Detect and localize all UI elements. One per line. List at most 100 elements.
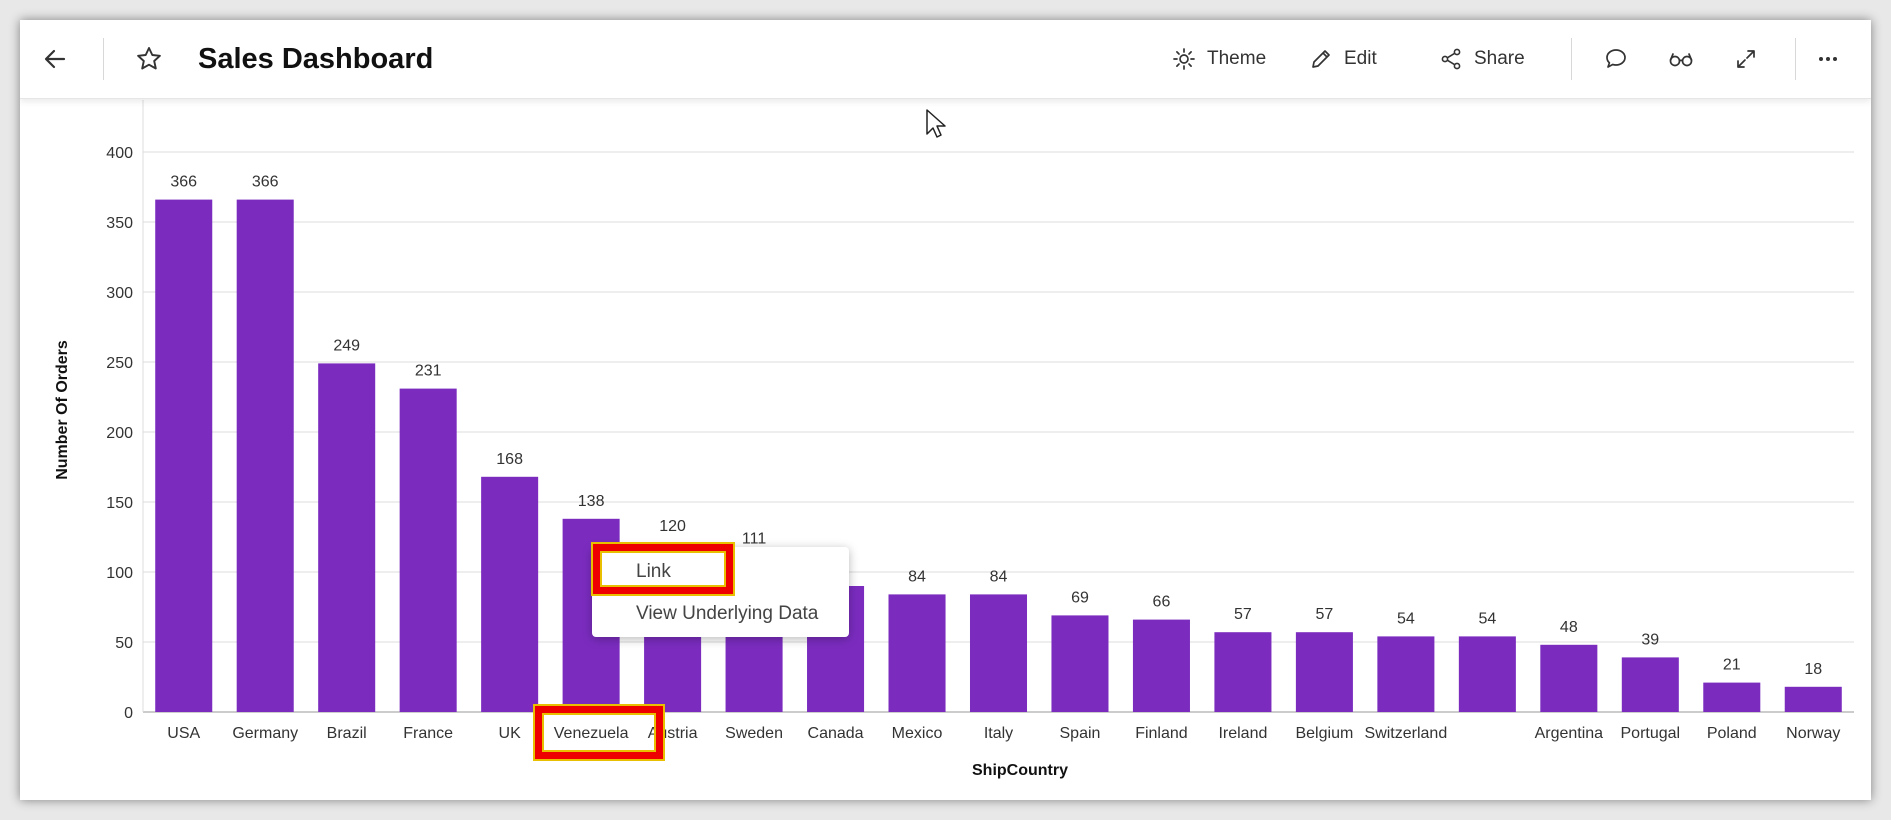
y-tick-label: 250	[106, 355, 133, 372]
y-tick-label: 50	[115, 635, 133, 652]
orders-by-country-chart: 0 50 100 150 200 250 300 350 400 366 USA 366 Germany…	[54, 100, 1854, 779]
x-tick-label: UK	[499, 725, 522, 742]
bar[interactable]	[1540, 644, 1598, 712]
x-tick-label: Brazil	[327, 725, 367, 742]
favorite-button[interactable]	[134, 20, 164, 98]
data-label: 69	[1071, 589, 1089, 606]
x-tick-label: Mexico	[892, 725, 943, 742]
edit-button[interactable]: Edit	[1306, 20, 1377, 98]
x-tick-label: France	[403, 725, 453, 742]
data-label: 84	[908, 568, 926, 585]
x-tick-label: Finland	[1135, 725, 1187, 742]
bar[interactable]	[155, 199, 213, 713]
more-options-button[interactable]	[1813, 20, 1843, 98]
back-arrow-icon	[40, 44, 70, 74]
x-tick-label: Austria	[648, 725, 698, 742]
x-tick-label: Poland	[1707, 725, 1757, 742]
x-tick-label: Germany	[232, 725, 298, 742]
bar[interactable]	[1377, 636, 1435, 712]
x-tick-label: Belgium	[1295, 725, 1353, 742]
y-tick-label: 150	[106, 495, 133, 512]
data-label: 249	[333, 337, 360, 354]
x-tick-label: Venezuela	[554, 725, 629, 742]
x-tick-label: Ireland	[1218, 725, 1267, 742]
page-title: Sales Dashboard	[198, 42, 434, 75]
data-label: 39	[1641, 631, 1659, 648]
bar[interactable]	[236, 199, 294, 713]
bar[interactable]	[318, 363, 376, 712]
mouse-pointer-icon	[925, 108, 947, 145]
share-button[interactable]: Share	[1436, 20, 1525, 98]
data-label: 111	[742, 531, 766, 548]
x-axis-title: ShipCountry	[972, 762, 1068, 779]
data-label: 366	[252, 174, 279, 191]
data-label: 21	[1723, 657, 1741, 674]
data-label: 366	[170, 174, 197, 191]
back-button[interactable]	[40, 20, 70, 98]
data-label: 18	[1804, 661, 1822, 678]
x-tick-label: Portugal	[1621, 725, 1681, 742]
theme-label: Theme	[1207, 48, 1267, 69]
x-tick-label: Sweden	[725, 725, 783, 742]
data-label: 231	[415, 363, 442, 380]
y-tick-label: 350	[106, 215, 133, 232]
bar[interactable]	[1051, 615, 1109, 712]
share-icon	[1436, 44, 1466, 74]
bar[interactable]	[1295, 632, 1353, 712]
toolbar-divider	[1795, 38, 1796, 80]
y-tick-label: 0	[124, 705, 133, 722]
bar[interactable]	[1214, 632, 1272, 712]
x-tick-label: Switzerland	[1365, 725, 1448, 742]
star-icon	[134, 44, 164, 74]
x-tick-label: Italy	[984, 725, 1013, 742]
bar[interactable]	[1621, 657, 1679, 712]
pencil-icon	[1306, 44, 1336, 74]
top-toolbar: Sales Dashboard Theme Edit Share	[20, 20, 1871, 99]
x-tick-label: Canada	[808, 725, 864, 742]
x-tick-label: USA	[167, 725, 200, 742]
comment-icon	[1601, 44, 1631, 74]
theme-button[interactable]: Theme	[1169, 20, 1266, 98]
share-label: Share	[1474, 48, 1525, 69]
bar[interactable]	[481, 476, 539, 712]
y-axis-title: Number Of Orders	[54, 340, 71, 480]
comments-button[interactable]	[1601, 20, 1631, 98]
context-menu-view-underlying-data[interactable]: View Underlying Data	[636, 603, 819, 624]
data-label: 57	[1316, 606, 1334, 623]
bar[interactable]	[888, 594, 946, 712]
fullscreen-button[interactable]	[1731, 20, 1761, 98]
view-mode-button[interactable]	[1666, 20, 1696, 98]
data-label: 48	[1560, 619, 1578, 636]
bar[interactable]	[969, 594, 1028, 712]
sun-icon	[1169, 44, 1199, 74]
more-icon	[1813, 44, 1843, 74]
data-label: 84	[990, 568, 1008, 585]
data-label: 168	[496, 451, 523, 468]
toolbar-divider	[1571, 38, 1572, 80]
glasses-icon	[1666, 44, 1696, 74]
toolbar-divider	[103, 38, 104, 80]
edit-label: Edit	[1344, 48, 1377, 69]
y-tick-label: 400	[106, 145, 133, 162]
expand-icon	[1731, 44, 1761, 74]
data-label: 54	[1478, 610, 1496, 627]
y-tick-label: 200	[106, 425, 133, 442]
y-tick-label: 100	[106, 565, 133, 582]
data-label: 138	[578, 493, 605, 510]
data-label: 120	[659, 518, 686, 535]
bar[interactable]	[1703, 682, 1761, 712]
x-tick-label: Spain	[1060, 725, 1101, 742]
y-tick-label: 300	[106, 285, 133, 302]
x-tick-label: Argentina	[1535, 725, 1604, 742]
data-label: 66	[1153, 594, 1171, 611]
x-tick-label: Norway	[1786, 725, 1840, 742]
dashboard-window: 0 50 100 150 200 250 300 350 400 366 USA 366 Germany…	[20, 20, 1871, 800]
context-menu-link[interactable]: Link	[636, 561, 671, 582]
bar[interactable]	[399, 388, 457, 712]
data-label: 54	[1397, 610, 1415, 627]
context-menu: Link View Underlying Data	[592, 547, 849, 637]
bar[interactable]	[1458, 636, 1516, 712]
bar[interactable]	[1132, 619, 1190, 712]
bar[interactable]	[1784, 686, 1842, 712]
data-label: 57	[1234, 606, 1252, 623]
